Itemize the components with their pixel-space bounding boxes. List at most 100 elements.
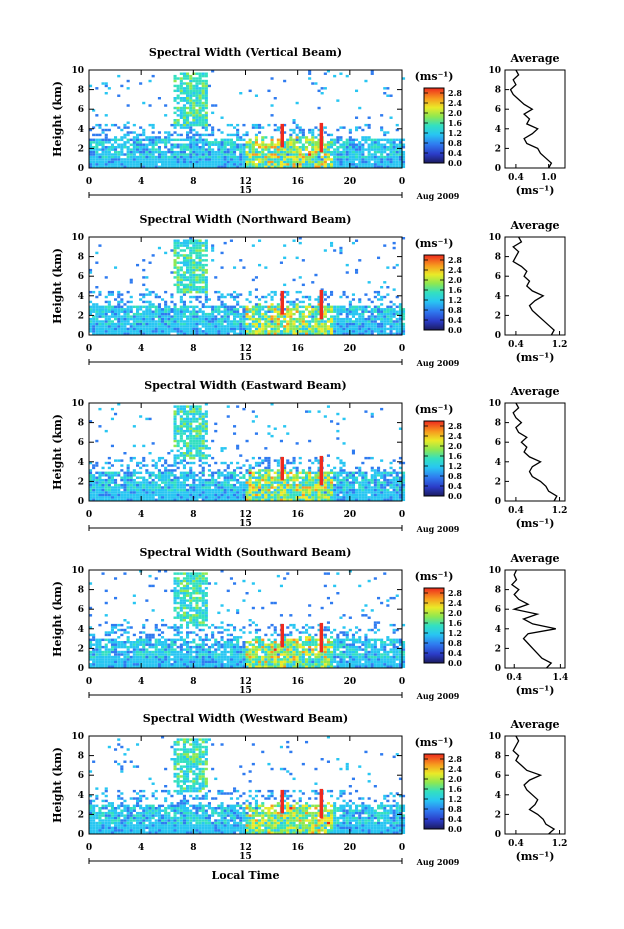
heatmap-cell: [270, 310, 274, 313]
heatmap-cell: [120, 498, 124, 502]
heatmap-cell: [204, 410, 208, 413]
heatmap-cell: [254, 481, 258, 484]
heatmap-cell: [289, 327, 293, 331]
heatmap-cell: [195, 138, 199, 142]
heatmap-cell: [195, 483, 199, 487]
heatmap-cell: [186, 72, 190, 75]
heatmap-cell: [132, 317, 136, 321]
heatmap-cell: [161, 665, 165, 668]
y-tick-label: 4: [78, 458, 84, 468]
heatmap-cell: [373, 483, 377, 487]
heatmap-cell: [176, 89, 180, 93]
heatmap-cell: [236, 320, 240, 323]
heatmap-cell: [123, 474, 127, 477]
heatmap-cell: [389, 310, 393, 313]
heatmap-cell: [179, 476, 183, 479]
heatmap-cell: [195, 84, 199, 88]
heatmap-cell: [295, 478, 299, 482]
heatmap-cell: [179, 437, 183, 440]
heatmap-cell: [223, 317, 227, 321]
heatmap-cell: [333, 143, 337, 146]
heatmap-cell: [139, 332, 143, 336]
heatmap-cell: [223, 165, 227, 169]
heatmap-cell: [314, 478, 318, 482]
heatmap-cell: [132, 123, 136, 127]
heatmap-cell: [273, 97, 277, 100]
heatmap-cell: [129, 322, 133, 326]
heatmap-cell: [320, 327, 324, 331]
heatmap-cell: [245, 486, 249, 489]
heatmap-cell: [182, 444, 186, 448]
heatmap-cell: [311, 491, 315, 494]
heatmap-cell: [136, 141, 140, 144]
heatmap-cell: [182, 429, 186, 433]
heatmap-cell: [298, 150, 302, 154]
heatmap-cell: [220, 447, 224, 450]
heatmap-cell: [258, 315, 262, 318]
heatmap-cell: [345, 483, 349, 487]
heatmap-cell: [229, 461, 233, 465]
heatmap-cell: [126, 310, 130, 313]
heatmap-cell: [314, 155, 318, 159]
heatmap-cell: [236, 308, 240, 311]
heatmap-cell: [323, 471, 327, 475]
heatmap-cell: [264, 158, 268, 161]
heatmap-cell: [402, 308, 406, 311]
heatmap-cell: [254, 491, 258, 494]
heatmap-cell: [195, 116, 199, 119]
heatmap-cell: [204, 317, 208, 321]
heatmap-cell: [92, 109, 96, 112]
heatmap-cell: [201, 141, 205, 144]
heatmap-cell: [270, 478, 274, 482]
heatmap-cell: [236, 498, 240, 502]
heatmap-cell: [104, 163, 108, 166]
heatmap-cell: [142, 155, 146, 159]
heatmap-cell: [258, 310, 262, 313]
heatmap-cell: [361, 322, 365, 326]
heatmap-cell: [248, 471, 252, 475]
heatmap-cell: [167, 163, 171, 166]
heatmap-cell: [286, 476, 290, 479]
heatmap-cell: [173, 330, 177, 333]
heatmap-cell: [358, 486, 362, 489]
heatmap-cell: [211, 310, 215, 313]
heatmap-cell: [392, 471, 396, 475]
heatmap-cell: [364, 165, 368, 169]
heatmap-cell: [326, 496, 330, 499]
y-tick-label: 6: [78, 438, 84, 448]
heatmap-cell: [98, 327, 102, 331]
heatmap-cell: [170, 150, 174, 154]
heatmap-cell: [211, 471, 215, 475]
heatmap-cell: [192, 437, 196, 440]
heatmap-cell: [283, 481, 287, 484]
heatmap-cell: [258, 456, 262, 460]
heatmap-cell: [270, 77, 274, 80]
heatmap-cell: [211, 249, 215, 252]
heatmap-cell: [182, 74, 186, 78]
heatmap-cell: [236, 461, 240, 465]
heatmap-cell: [101, 148, 105, 151]
heatmap-cell: [248, 300, 252, 304]
heatmap-cell: [236, 300, 240, 304]
heatmap-cell: [189, 89, 193, 93]
heatmap-cell: [161, 160, 165, 164]
heatmap-cell: [264, 160, 268, 164]
heatmap-cell: [182, 244, 186, 247]
heatmap-cell: [186, 148, 190, 151]
heatmap-cell: [355, 148, 359, 151]
heatmap-cell: [267, 153, 271, 156]
heatmap-cell: [164, 141, 168, 144]
heatmap-cell: [186, 165, 190, 169]
heatmap-cell: [126, 300, 130, 304]
heatmap-cell: [192, 266, 196, 269]
heatmap-cell: [348, 128, 352, 132]
heatmap-cell: [264, 143, 268, 146]
heatmap-cell: [195, 447, 199, 450]
heatmap-cell: [207, 474, 211, 477]
heatmap-cell: [123, 332, 127, 336]
heatmap-cell: [173, 99, 177, 102]
heatmap-cell: [89, 312, 93, 316]
heatmap-cell: [314, 310, 318, 313]
heatmap-cell: [179, 249, 183, 252]
heatmap-cell: [264, 447, 268, 450]
